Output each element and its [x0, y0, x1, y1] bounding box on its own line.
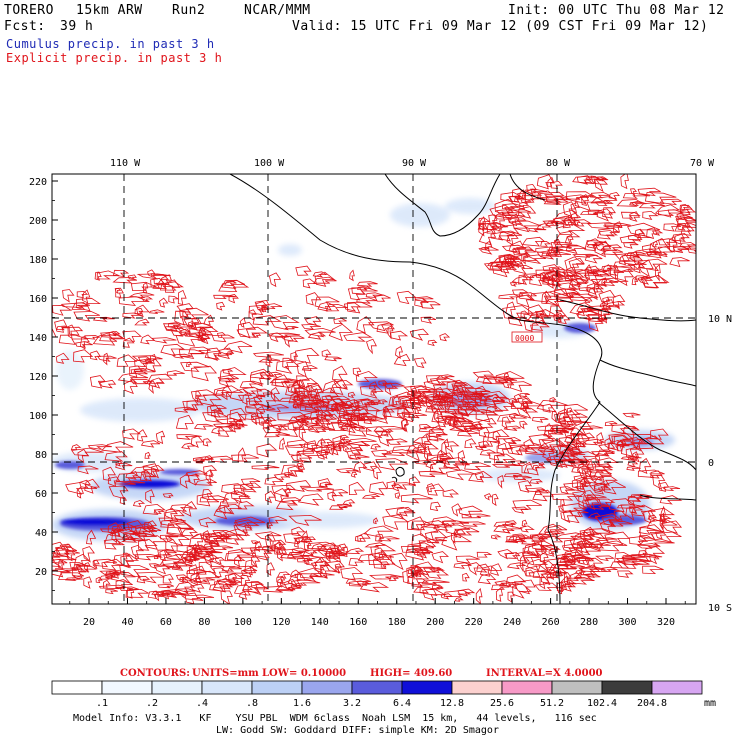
- x-tick-label: 320: [657, 617, 675, 628]
- contour-low: LOW= 0.10000: [262, 668, 347, 679]
- x-tick-label: 80: [198, 617, 210, 628]
- colorbar-label: .2: [146, 698, 158, 709]
- lon-label: 110 W: [110, 158, 141, 169]
- x-tick-label: 220: [465, 617, 483, 628]
- y-axis: 220 200 180 160 140 120 100 80 60 40 20: [29, 177, 58, 591]
- colorbar-unit: mm: [704, 698, 716, 709]
- x-tick-label: 300: [619, 617, 637, 628]
- colorbar-swatch: [201, 680, 253, 695]
- colorbar-label: .8: [246, 698, 258, 709]
- lat-label: 10 S: [708, 603, 732, 614]
- colorbar-swatch: [351, 680, 403, 695]
- x-tick-label: 120: [272, 617, 290, 628]
- colorbar-label: 6.4: [393, 698, 411, 709]
- y-tick-label: 60: [35, 489, 47, 500]
- y-tick-label: 120: [29, 372, 47, 383]
- colorbar-swatch: [51, 680, 103, 695]
- top-lon-labels: 110 W 100 W 90 W 80 W 70 W: [110, 158, 715, 169]
- colorbar-label: 102.4: [587, 698, 617, 709]
- x-tick-label: 40: [121, 617, 133, 628]
- model-physics: LW: Godd SW: Goddard DIFF: simple KM: 2D…: [216, 725, 499, 736]
- x-tick-label: 280: [580, 617, 598, 628]
- x-tick-label: 260: [542, 617, 560, 628]
- y-tick-label: 160: [29, 294, 47, 305]
- right-lat-labels: 10 N 0 10 S: [708, 314, 732, 614]
- contour-label: CONTOURS:: [120, 668, 190, 679]
- fcst-value: 39 h: [60, 19, 94, 34]
- y-tick-label: 200: [29, 216, 47, 227]
- lon-label: 80 W: [546, 158, 571, 169]
- colorbar-swatch: [601, 680, 653, 695]
- colorbar-swatch: [251, 680, 303, 695]
- colorbar-label: 3.2: [343, 698, 361, 709]
- org-label: NCAR/MMM: [244, 3, 311, 18]
- map-frame: [51, 173, 697, 605]
- colorbar-label: 12.8: [440, 698, 464, 709]
- y-tick-label: 220: [29, 177, 47, 188]
- model-info: Model Info: V3.3.1 KF YSU PBL WDM 6class…: [73, 713, 597, 724]
- lon-label: 70 W: [690, 158, 715, 169]
- x-tick-label: 160: [349, 617, 367, 628]
- x-tick-label: 140: [311, 617, 329, 628]
- colorbar-label: 1.6: [293, 698, 311, 709]
- x-tick-label: 20: [83, 617, 95, 628]
- colorbar-swatch: [451, 680, 503, 695]
- contour-interval: INTERVAL=X 4.0000: [486, 668, 603, 679]
- y-tick-label: 20: [35, 567, 47, 578]
- lon-label: 100 W: [254, 158, 285, 169]
- colorbar-swatch: [551, 680, 603, 695]
- contour-high: HIGH= 409.60: [370, 668, 453, 679]
- model-resolution: 15km ARW: [76, 3, 143, 18]
- colorbar-swatch: [301, 680, 353, 695]
- colorbar-swatch: [501, 680, 553, 695]
- init-time: Init: 00 UTC Thu 08 Mar 12: [508, 3, 725, 18]
- colorbar-label: .4: [196, 698, 208, 709]
- label-box: [511, 331, 543, 343]
- run-label: Run2: [172, 3, 206, 18]
- lat-label: 10 N: [708, 314, 732, 325]
- valid-time: Valid: 15 UTC Fri 09 Mar 12 (09 CST Fri …: [292, 19, 709, 34]
- model-name: TORERO: [4, 3, 54, 18]
- colorbar-label: 25.6: [490, 698, 514, 709]
- map-content: 0000: [52, 174, 696, 604]
- colorbar-label: .1: [96, 698, 108, 709]
- colorbar: .1 .2 .4 .8 1.6 3.2 6.4 12.8 25.6 51.2 102.4 204.8 m…: [51, 680, 716, 709]
- explicit-legend: Explicit precip. in past 3 h: [6, 51, 223, 65]
- y-tick-label: 40: [35, 528, 47, 539]
- colorbar-swatch: [651, 680, 703, 695]
- colorbar-label: 51.2: [540, 698, 564, 709]
- lon-label: 90 W: [402, 158, 427, 169]
- label-box-text: 0000: [515, 334, 534, 343]
- x-tick-label: 240: [503, 617, 521, 628]
- y-tick-label: 80: [35, 450, 47, 461]
- coastlines: [229, 174, 696, 604]
- contour-units: UNITS=mm: [192, 668, 259, 679]
- colorbar-swatch: [401, 680, 453, 695]
- lat-label: 0: [708, 458, 714, 469]
- y-tick-label: 140: [29, 333, 47, 344]
- colorbar-swatch: [101, 680, 153, 695]
- x-tick-label: 180: [388, 617, 406, 628]
- x-tick-label: 200: [426, 617, 444, 628]
- x-axis: 20 40 60 80 100 120 140 160 180 200 220 240 260 280 30…: [69, 598, 686, 628]
- x-tick-label: 100: [234, 617, 252, 628]
- y-tick-label: 180: [29, 255, 47, 266]
- colorbar-swatch: [151, 680, 203, 695]
- colorbar-label: 204.8: [637, 698, 667, 709]
- explicit-precip-contours: [52, 174, 696, 604]
- cumulus-legend: Cumulus precip. in past 3 h: [6, 37, 215, 51]
- x-tick-label: 60: [160, 617, 172, 628]
- y-tick-label: 100: [29, 411, 47, 422]
- fcst-label: Fcst:: [4, 19, 46, 34]
